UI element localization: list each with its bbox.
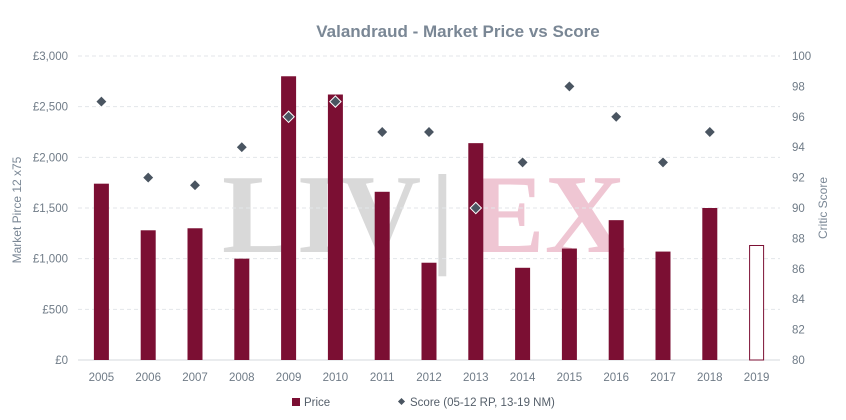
right-y-tick-label: 84 xyxy=(792,294,805,306)
price-bar xyxy=(421,262,437,360)
price-bar xyxy=(234,258,250,360)
x-tick-label: 2006 xyxy=(135,372,161,384)
price-bar xyxy=(655,251,671,360)
right-y-tick-label: 96 xyxy=(792,112,805,124)
score-point xyxy=(188,178,202,192)
left-y-tick-label: £1,500 xyxy=(33,203,68,215)
x-tick-label: 2005 xyxy=(89,372,115,384)
price-bar xyxy=(281,76,297,361)
score-point xyxy=(609,110,623,124)
price-bar xyxy=(468,143,484,360)
x-tick-label: 2008 xyxy=(229,372,255,384)
left-y-tick-label: £0 xyxy=(55,355,68,367)
right-y-tick-label: 98 xyxy=(792,81,805,93)
legend: Price Score (05-12 RP, 13-19 NM) xyxy=(292,397,555,409)
price-bar xyxy=(608,220,624,360)
legend-label-price: Price xyxy=(304,397,330,409)
right-y-tick-label: 94 xyxy=(792,142,805,154)
watermark-left-text: LIV xyxy=(222,153,421,277)
right-axis-title: Critic Score xyxy=(816,177,830,239)
x-tick-label: 2018 xyxy=(697,372,723,384)
price-bar xyxy=(327,94,343,361)
x-tick-label: 2010 xyxy=(323,372,349,384)
x-tick-label: 2019 xyxy=(744,372,770,384)
x-tick-label: 2012 xyxy=(416,372,442,384)
score-point xyxy=(469,201,483,215)
score-point xyxy=(375,125,389,139)
price-bar xyxy=(93,183,109,360)
x-tick-label: 2013 xyxy=(463,372,489,384)
score-point xyxy=(656,156,670,169)
score-point xyxy=(422,125,436,139)
price-bar xyxy=(187,228,203,360)
legend-label-score: Score (05-12 RP, 13-19 NM) xyxy=(410,397,555,409)
x-axis: 2005 2006 2007 2008 2009 2010 2011 2012 2013 2014… xyxy=(89,372,770,384)
left-y-tick-label: £2,000 xyxy=(33,152,68,164)
left-axis-title: Market Pirce 12 x75 xyxy=(10,156,24,263)
price-bar xyxy=(702,208,718,360)
legend-swatch-price xyxy=(292,398,300,406)
score-point xyxy=(235,140,249,154)
score-point xyxy=(329,95,342,108)
score-points xyxy=(95,80,717,215)
x-tick-label: 2015 xyxy=(557,372,583,384)
legend-item-price: Price xyxy=(292,397,330,409)
legend-item-score: Score (05-12 RP, 13-19 NM) xyxy=(397,397,555,409)
legend-swatch-score xyxy=(397,397,406,406)
left-y-tick-label: £3,000 xyxy=(33,51,68,63)
right-y-tick-label: 92 xyxy=(792,173,805,185)
right-y-tick-label: 80 xyxy=(792,355,805,367)
x-tick-label: 2009 xyxy=(276,372,302,384)
right-y-tick-label: 88 xyxy=(792,233,805,245)
price-bar xyxy=(515,267,531,360)
score-point xyxy=(141,171,155,184)
price-bar xyxy=(749,244,765,361)
watermark-right-text: EX xyxy=(470,153,626,277)
watermark-separator: | xyxy=(430,153,455,277)
right-y-tick-label: 100 xyxy=(792,51,811,63)
score-point xyxy=(95,95,108,108)
right-y-tick-label: 90 xyxy=(792,203,805,215)
score-point xyxy=(703,125,717,139)
right-y-tick-label: 82 xyxy=(792,325,805,337)
score-point xyxy=(563,80,576,93)
score-point xyxy=(282,110,295,124)
price-bars xyxy=(93,76,765,361)
x-tick-label: 2017 xyxy=(650,372,676,384)
price-bar xyxy=(374,191,390,360)
score-point xyxy=(516,156,529,169)
x-tick-label: 2007 xyxy=(182,372,208,384)
left-y-axis: £0 £500 £1,000 £1,500 £2,000 £2,500 £3,000 xyxy=(33,51,68,367)
left-y-tick-label: £500 xyxy=(42,304,68,316)
right-y-tick-label: 86 xyxy=(792,264,805,276)
x-tick-label: 2016 xyxy=(603,372,629,384)
x-tick-label: 2011 xyxy=(370,372,395,384)
chart-title: Valandraud - Market Price vs Score xyxy=(316,22,599,41)
price-bar xyxy=(140,230,156,360)
left-y-tick-label: £1,000 xyxy=(33,254,68,266)
price-bar xyxy=(561,248,577,360)
right-y-axis: 80 82 84 86 88 90 92 94 96 98 100 xyxy=(792,51,811,367)
x-tick-label: 2014 xyxy=(510,372,536,384)
left-y-tick-label: £2,500 xyxy=(33,102,68,114)
